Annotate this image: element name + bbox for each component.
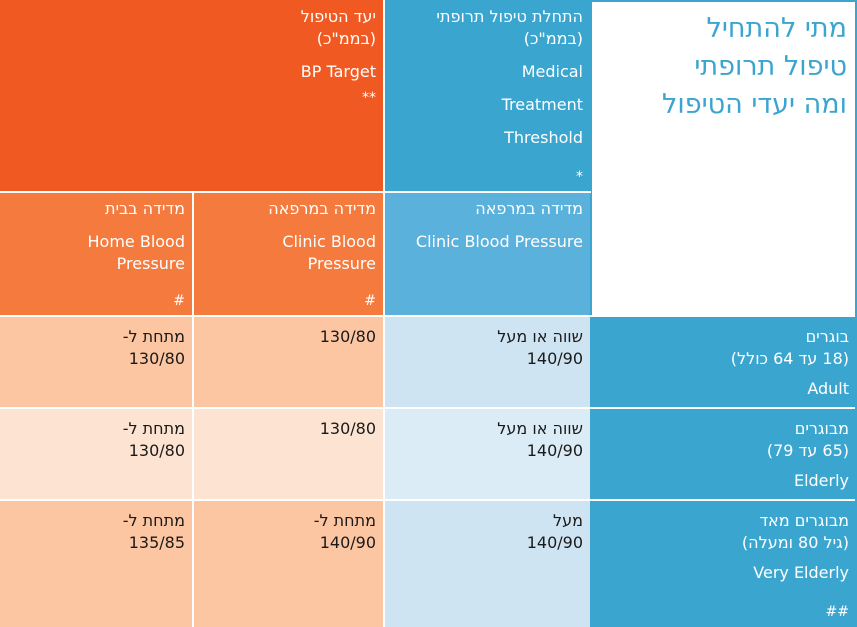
home-target-value-line-2: 135/85: [128, 533, 185, 552]
home-target-cell-elderly: מתחת ל- 130/80: [0, 408, 193, 500]
threshold-value-line-2: 140/90: [526, 533, 583, 552]
threshold-value-line-1: שווה או מעל: [497, 419, 583, 438]
row-label-very-elderly: מבוגרים מאד (גיל 80 ומעלה) Very Elderly …: [591, 500, 857, 627]
subheader-clinic-threshold-en: Clinic Blood Pressure: [415, 232, 583, 251]
clinic-target-value-line-1: מתחת ל-: [313, 511, 376, 530]
threshold-value-line-2: 140/90: [526, 441, 583, 460]
row-label-age: (גיל 80 ומעלה): [741, 533, 849, 552]
target-he-line-1: יעד הטיפול: [300, 7, 376, 26]
grid-line: [0, 407, 857, 409]
home-target-value-line-1: מתחת ל-: [122, 327, 185, 346]
subheader-home-target-mark: #: [173, 293, 185, 309]
subheader-clinic-target-mark: #: [364, 293, 376, 309]
grid-line: [383, 0, 385, 627]
subheader-clinic-target-en-2: Pressure: [307, 254, 376, 273]
threshold-en-line-2: Treatment: [501, 95, 583, 114]
row-label-footnote-mark: ##: [825, 604, 849, 620]
threshold-cell-elderly: שווה או מעל 140/90: [384, 408, 591, 500]
target-footnote-mark: **: [362, 90, 376, 106]
clinic-target-value-line-2: 140/90: [319, 533, 376, 552]
subheader-clinic-target: מדידה במרפאה Clinic Blood Pressure #: [193, 192, 384, 316]
threshold-value-line-1: שווה או מעל: [497, 327, 583, 346]
grid-line: [0, 499, 857, 501]
threshold-cell-very-elderly: מעל 140/90: [384, 500, 591, 627]
threshold-en-line-1: Medical: [521, 62, 583, 81]
target-he-line-2: (בממ"כ): [316, 29, 376, 48]
clinic-target-value-line-1: 130/80: [319, 327, 376, 346]
row-label-elderly: מבוגרים (65 עד 79) Elderly: [591, 408, 857, 500]
subheader-home-target-en-1: Home Blood: [87, 232, 186, 251]
clinic-target-cell-very-elderly: מתחת ל- 140/90: [193, 500, 384, 627]
row-label-he: בוגרים: [805, 327, 849, 346]
threshold-cell-adult: שווה או מעל 140/90: [384, 316, 591, 408]
title-line-1: מתי להתחיל: [706, 13, 847, 44]
grid-line: [0, 315, 857, 317]
threshold-value-line-2: 140/90: [526, 349, 583, 368]
row-label-he: מבוגרים מאד: [759, 511, 849, 530]
row-label-age: (65 עד 79): [766, 441, 849, 460]
subheader-home-target-he: מדידה בבית: [104, 199, 185, 218]
row-label-en: Adult: [807, 379, 849, 398]
target-en-line-1: BP Target: [300, 62, 376, 81]
grid-line: [590, 0, 592, 627]
threshold-footnote-mark: *: [576, 169, 583, 185]
clinic-target-cell-adult: 130/80: [193, 316, 384, 408]
subheader-clinic-target-he: מדידה במרפאה: [268, 199, 376, 218]
table-border: [855, 0, 857, 627]
home-target-value-line-1: מתחת ל-: [122, 419, 185, 438]
threshold-en-line-3: Threshold: [504, 128, 583, 147]
subheader-home-target: מדידה בבית Home Blood Pressure #: [0, 192, 193, 316]
row-label-en: Elderly: [793, 471, 849, 490]
grid-line: [0, 191, 591, 193]
home-target-cell-adult: מתחת ל- 130/80: [0, 316, 193, 408]
subheader-clinic-target-en-1: Clinic Blood: [282, 232, 376, 251]
subheader-clinic-threshold-he: מדידה במרפאה: [475, 199, 583, 218]
clinic-target-cell-elderly: 130/80: [193, 408, 384, 500]
home-target-cell-very-elderly: מתחת ל- 135/85: [0, 500, 193, 627]
row-label-he: מבוגרים: [794, 419, 849, 438]
grid-line: [192, 192, 194, 627]
threshold-he-line-2: (בממ"כ): [523, 29, 583, 48]
target-header: יעד הטיפול (בממ"כ) BP Target **: [0, 0, 384, 192]
subheader-clinic-threshold: מדידה במרפאה Clinic Blood Pressure: [384, 192, 591, 316]
subheader-home-target-en-2: Pressure: [116, 254, 185, 273]
threshold-he-line-1: התחלת טיפול תרופתי: [436, 7, 583, 26]
row-label-age: (18 עד 64 כולל): [730, 349, 849, 368]
home-target-value-line-2: 130/80: [128, 441, 185, 460]
clinic-target-value-line-1: 130/80: [319, 419, 376, 438]
table-border: [591, 0, 857, 2]
threshold-header: התחלת טיפול תרופתי (בממ"כ) Medical Treat…: [384, 0, 591, 192]
table-title: מתי להתחיל טיפול תרופתי ומה יעדי הטיפול: [591, 0, 857, 316]
row-label-en: Very Elderly: [753, 563, 849, 582]
title-line-2: טיפול תרופתי: [694, 51, 847, 82]
row-label-adult: בוגרים (18 עד 64 כולל) Adult: [591, 316, 857, 408]
title-line-3: ומה יעדי הטיפול: [662, 89, 847, 120]
home-target-value-line-1: מתחת ל-: [122, 511, 185, 530]
threshold-value-line-1: מעל: [553, 511, 583, 530]
home-target-value-line-2: 130/80: [128, 349, 185, 368]
